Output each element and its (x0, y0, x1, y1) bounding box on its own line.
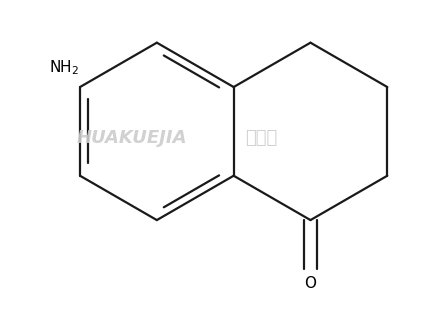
Text: NH$_2$: NH$_2$ (49, 58, 79, 77)
Text: O: O (305, 276, 317, 291)
Text: HUAKUEJIA: HUAKUEJIA (77, 129, 187, 147)
Text: 化学加: 化学加 (245, 129, 278, 147)
